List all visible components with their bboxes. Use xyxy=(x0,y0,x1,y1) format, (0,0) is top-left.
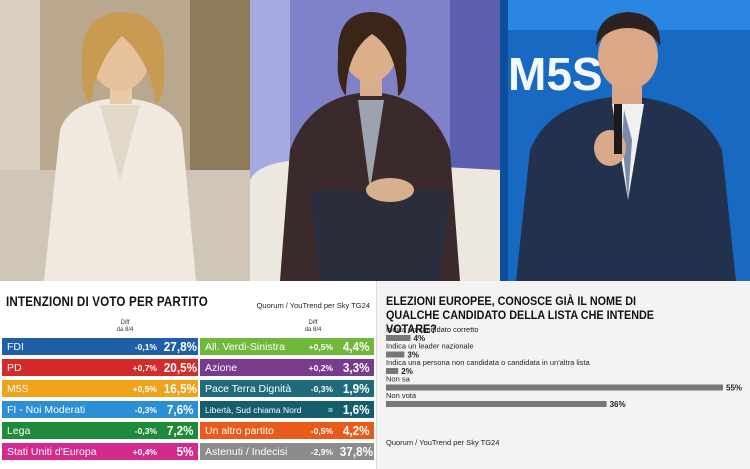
diff-header-line-1: Diff xyxy=(120,320,130,326)
party-diff: -0,3% xyxy=(134,404,157,415)
party-diff: -0,3% xyxy=(134,425,157,436)
chart-source: Quorum / YouTrend per Sky TG24 xyxy=(386,438,500,447)
party-diff: +0,4% xyxy=(132,446,157,457)
party-row-sue: Stati Uniti d'Europa +0,4% 5% xyxy=(2,443,198,460)
bar xyxy=(386,368,399,374)
party-value: 7,6% xyxy=(166,402,194,417)
party-diff: = xyxy=(328,404,333,415)
diff-header-line-2: da 8/4 xyxy=(116,327,134,333)
party-value: 4,4% xyxy=(342,339,370,354)
party-row-fdi: FDI -0,1% 27,8% xyxy=(2,338,198,355)
category-label: Indica una persona non candidata o candi… xyxy=(386,358,590,367)
party-diff: -0,1% xyxy=(134,341,157,352)
party-name: PD xyxy=(7,361,22,374)
bar xyxy=(386,384,723,391)
party-name: Stati Uniti d'Europa xyxy=(7,445,97,458)
party-value: 1,9% xyxy=(342,381,370,396)
party-row-ptd: Pace Terra Dignità -0,3% 1,9% xyxy=(200,380,374,397)
bar-value-label: 4% xyxy=(414,334,426,343)
diff-header-left: Diff da 8/4 xyxy=(110,320,140,334)
bar xyxy=(386,401,607,407)
party-row-avs: All. Verdi-Sinistra +0,5% 4,4% xyxy=(200,338,374,355)
party-name: Un altro partito xyxy=(205,424,274,437)
party-row-altro: Un altro partito -0,5% 4,2% xyxy=(200,422,374,439)
photo-right-illustration: M5S xyxy=(500,0,750,281)
chart-title: ELEZIONI EUROPEE, CONOSCE GIÀ IL NOME DI… xyxy=(386,294,655,336)
party-diff: -2,9% xyxy=(310,446,333,457)
party-row-astenuti: Astenuti / Indecisi -2,9% 37,8% xyxy=(200,443,374,460)
party-name: FI - Noi Moderati xyxy=(7,403,86,416)
party-name: FDI xyxy=(7,340,24,353)
bar-value-label: 36% xyxy=(610,400,626,409)
party-diff: -0,3% xyxy=(310,383,333,394)
party-name: Astenuti / Indecisi xyxy=(205,445,288,458)
person-photo-left xyxy=(0,0,250,281)
person-photo-center xyxy=(250,0,500,281)
photo-left-illustration xyxy=(0,0,250,281)
party-diff: -0,5% xyxy=(310,425,333,436)
party-row-m5s: M5S +0,5% 16,5% xyxy=(2,380,198,397)
category-label: Non vota xyxy=(386,391,417,400)
party-row-azione: Azione +0,2% 3,3% xyxy=(200,359,374,376)
party-value: 1,6% xyxy=(342,402,370,417)
photo-center-illustration xyxy=(250,0,500,281)
party-name: Lega xyxy=(7,424,31,437)
diff-header-right: Diff da 8/4 xyxy=(298,320,328,334)
party-name: Azione xyxy=(205,361,238,374)
party-name: Pace Terra Dignità xyxy=(205,382,292,395)
party-name: Libertà, Sud chiama Nord xyxy=(205,404,302,415)
party-diff: +0,5% xyxy=(132,383,157,394)
party-value: 37,8% xyxy=(339,444,373,459)
party-diff: +0,7% xyxy=(132,362,157,373)
vote-intention-panel: INTENZIONI DI VOTO PER PARTITO Quorum / … xyxy=(0,281,376,469)
party-value: 7,2% xyxy=(166,423,194,438)
vote-intention-source: Quorum / YouTrend per Sky TG24 xyxy=(256,301,370,310)
bar xyxy=(386,351,405,358)
party-name: M5S xyxy=(7,382,29,395)
party-value: 20,5% xyxy=(163,360,197,375)
photo-strip: M5S xyxy=(0,0,750,281)
party-value: 3,3% xyxy=(342,360,370,375)
category-label: Indica un candidato corretto xyxy=(386,325,479,334)
diff-header-line-1: Diff xyxy=(308,320,318,326)
party-row-pd: PD +0,7% 20,5% xyxy=(2,359,198,376)
backdrop-text: M5S xyxy=(508,48,603,100)
diff-header-line-2: da 8/4 xyxy=(304,327,322,333)
category-label: Indica un leader nazionale xyxy=(386,342,474,351)
person-photo-right: M5S xyxy=(500,0,750,281)
candidate-knowledge-panel: ELEZIONI EUROPEE, CONOSCE GIÀ IL NOME DI… xyxy=(376,281,750,469)
bar-value-label: 3% xyxy=(407,351,419,360)
party-row-lega: Lega -0,3% 7,2% xyxy=(2,422,198,439)
bar-value-label: 2% xyxy=(401,367,413,376)
party-diff: +0,2% xyxy=(308,362,333,373)
party-value: 27,8% xyxy=(163,339,197,354)
party-value: 16,5% xyxy=(163,381,197,396)
bar-value-label: 55% xyxy=(726,384,742,393)
bar xyxy=(386,335,411,341)
party-name: All. Verdi-Sinistra xyxy=(205,340,285,353)
vote-intention-title: INTENZIONI DI VOTO PER PARTITO xyxy=(6,294,208,309)
party-row-fi: FI - Noi Moderati -0,3% 7,6% xyxy=(2,401,198,418)
category-label: Non sa xyxy=(386,375,411,384)
party-value: 5% xyxy=(176,444,194,459)
party-value: 4,2% xyxy=(342,423,370,438)
party-diff: +0,5% xyxy=(308,341,333,352)
party-row-liberta: Libertà, Sud chiama Nord = 1,6% xyxy=(200,401,374,418)
